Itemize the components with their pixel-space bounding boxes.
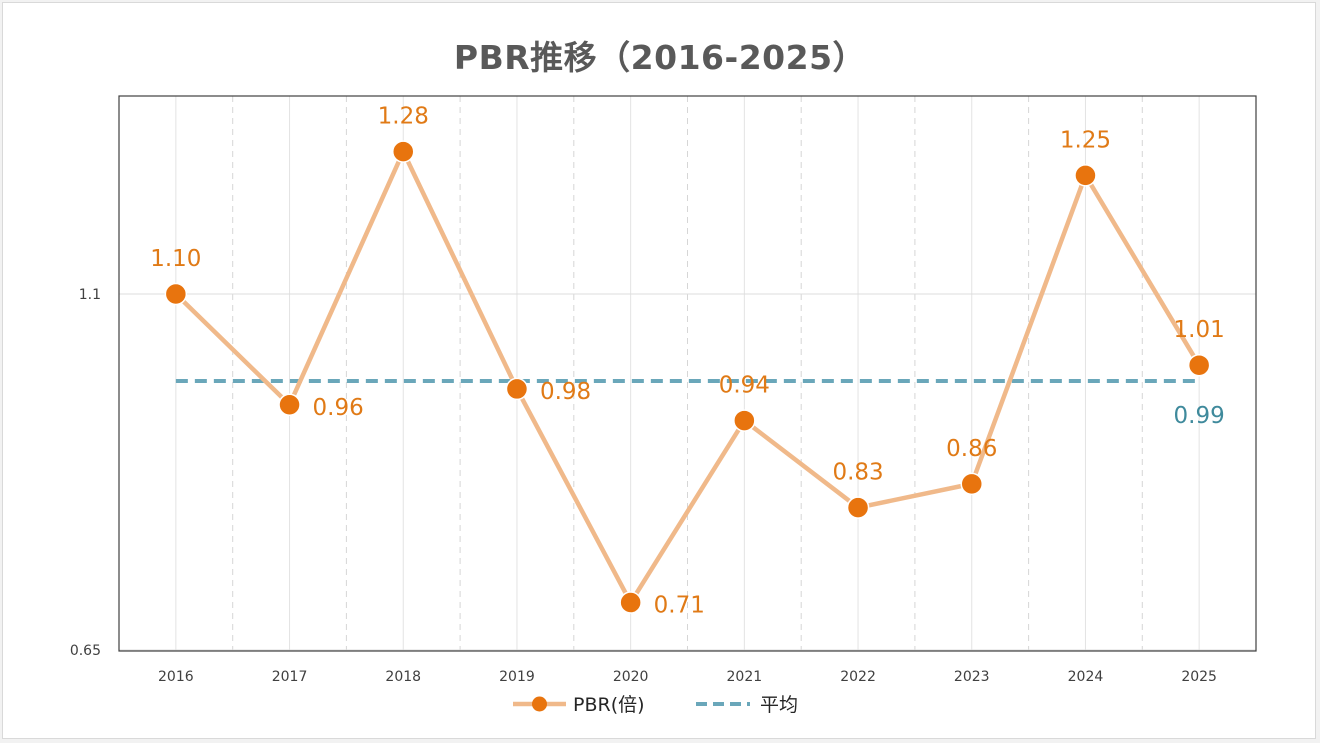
x-tick-label: 2021 (727, 669, 763, 685)
pbr-data-point (505, 377, 529, 401)
x-tick-label: 2020 (613, 669, 649, 685)
pbr-data-label: 1.01 (1174, 317, 1225, 343)
x-tick-label: 2024 (1068, 669, 1104, 685)
legend-pbr-marker (532, 696, 547, 712)
x-tick-label: 2018 (385, 669, 421, 685)
y-tick-label: 1.1 (79, 287, 101, 303)
x-tick-label: 2019 (499, 669, 535, 685)
pbr-series-line (174, 149, 1202, 605)
pbr-data-label: 0.83 (832, 460, 883, 486)
x-tick-label: 2023 (954, 669, 990, 685)
pbr-data-label: 0.96 (313, 395, 364, 421)
chart-title: PBR推移（2016-2025） (453, 38, 867, 77)
pbr-data-point (960, 472, 983, 496)
pbr-data-point (164, 282, 188, 306)
pbr-data-point (733, 409, 756, 432)
pbr-data-point (278, 393, 301, 417)
pbr-data-label: 1.10 (150, 246, 201, 272)
pbr-data-point (619, 591, 642, 614)
pbr-data-point (1187, 353, 1211, 377)
x-tick-label: 2025 (1181, 669, 1217, 685)
average-value-label: 0.99 (1174, 403, 1225, 429)
y-tick-label: 0.65 (70, 643, 101, 659)
x-tick-label: 2017 (272, 669, 308, 685)
pbr-data-point (846, 496, 870, 519)
pbr-data-point (392, 140, 415, 163)
pbr-data-label: 0.94 (719, 373, 770, 399)
legend-average-label: 平均 (760, 694, 798, 716)
plot-area-border (118, 95, 1257, 652)
pbr-data-label: 1.25 (1060, 127, 1111, 153)
pbr-data-point (1074, 164, 1097, 187)
pbr-data-label: 0.86 (946, 436, 997, 462)
legend-pbr-label: PBR(倍) (573, 694, 645, 716)
x-tick-label: 2016 (158, 669, 194, 685)
x-tick-label: 2022 (840, 669, 876, 685)
pbr-data-label: 0.71 (654, 593, 705, 619)
pbr-data-label: 0.98 (540, 379, 591, 405)
pbr-data-label: 1.28 (378, 104, 429, 130)
